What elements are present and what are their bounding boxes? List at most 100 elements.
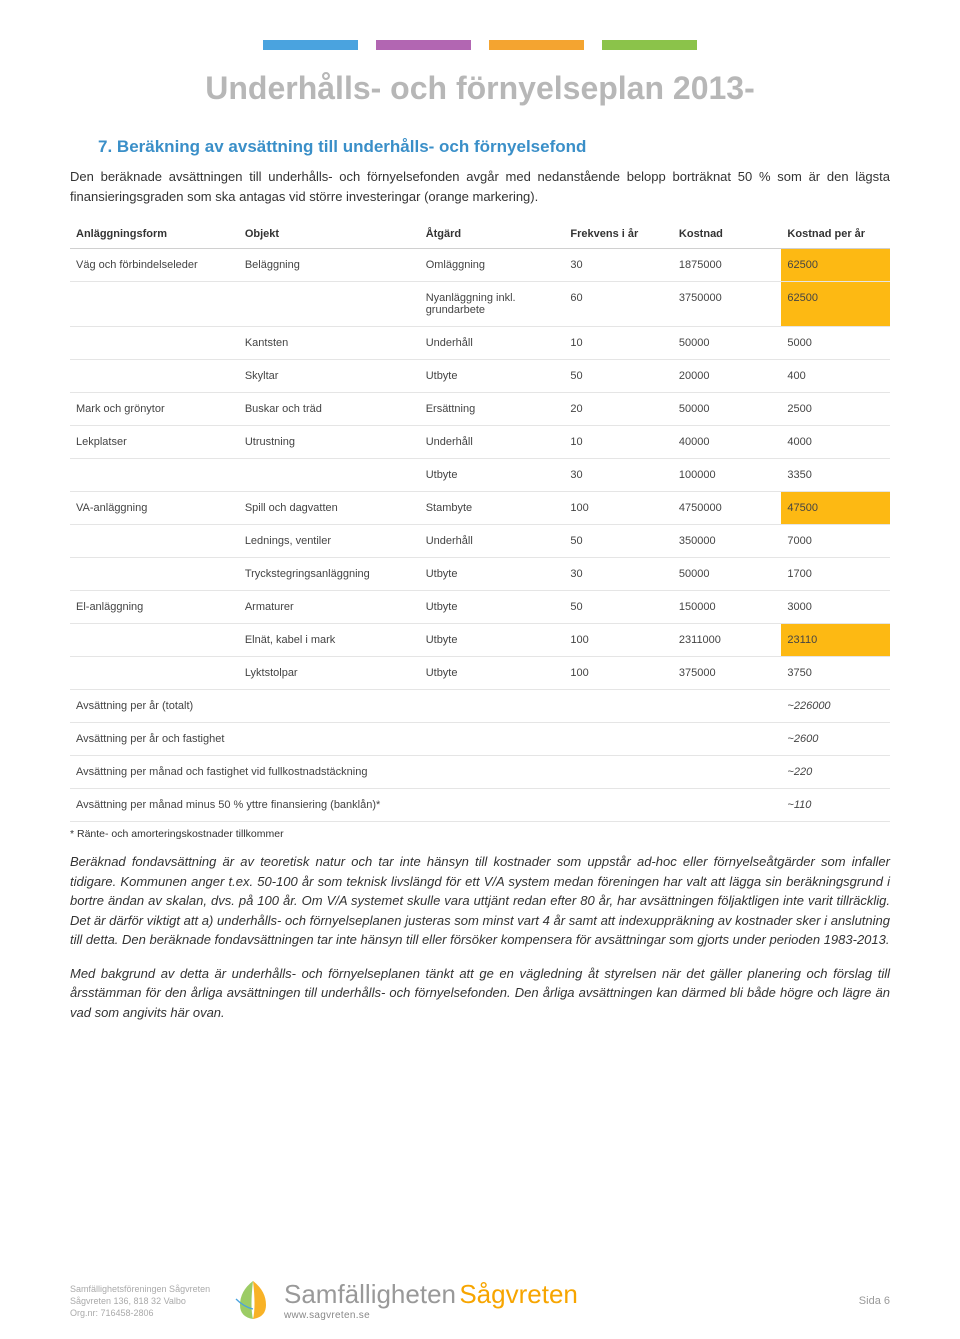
- footer: Samfällighetsföreningen Sågvreten Sågvre…: [70, 1283, 890, 1319]
- bar-purple: [376, 40, 471, 50]
- cell-obj: Kantsten: [239, 327, 420, 360]
- footer-org-name: Samfällighetsföreningen Sågvreten: [70, 1283, 210, 1295]
- cell-obj: Buskar och träd: [239, 393, 420, 426]
- cell-act: Utbyte: [420, 591, 565, 624]
- cell-kost: 40000: [673, 426, 782, 459]
- cell-per: 2500: [781, 393, 890, 426]
- footer-org-block: Samfällighetsföreningen Sågvreten Sågvre…: [70, 1283, 210, 1319]
- section-title: Beräkning av avsättning till underhålls-…: [117, 137, 586, 156]
- table-row: TryckstegringsanläggningUtbyte3050000170…: [70, 558, 890, 591]
- cell-obj: Armaturer: [239, 591, 420, 624]
- cell-kost: 3750000: [673, 282, 782, 327]
- logo-url: www.sagvreten.se: [284, 1310, 578, 1321]
- th-frek: Frekvens i år: [564, 220, 673, 249]
- th-act: Åtgärd: [420, 220, 565, 249]
- table-row: Lednings, ventilerUnderhåll503500007000: [70, 525, 890, 558]
- th-per: Kostnad per år: [781, 220, 890, 249]
- cell-act: Stambyte: [420, 492, 565, 525]
- table-row: Mark och grönytorBuskar och trädErsättni…: [70, 393, 890, 426]
- cell-kost: 350000: [673, 525, 782, 558]
- logo-text-main: Samfälligheten: [284, 1279, 456, 1309]
- table-row: LyktstolparUtbyte1003750003750: [70, 657, 890, 690]
- paragraph-2: Med bakgrund av detta är underhålls- och…: [70, 964, 890, 1023]
- cell-frek: 60: [564, 282, 673, 327]
- cell-kost: 4750000: [673, 492, 782, 525]
- summary-label: Avsättning per månad minus 50 % yttre fi…: [70, 789, 781, 822]
- cell-form: [70, 624, 239, 657]
- cost-table: Anläggningsform Objekt Åtgärd Frekvens i…: [70, 220, 890, 822]
- cell-per: 62500: [781, 249, 890, 282]
- cell-act: Utbyte: [420, 360, 565, 393]
- cell-obj: Elnät, kabel i mark: [239, 624, 420, 657]
- cell-per: 62500: [781, 282, 890, 327]
- cell-act: Underhåll: [420, 525, 565, 558]
- table-row: LekplatserUtrustningUnderhåll10400004000: [70, 426, 890, 459]
- summary-row: Avsättning per år och fastighet~2600: [70, 723, 890, 756]
- page: Underhålls- och förnyelseplan 2013- 7. B…: [0, 0, 960, 1339]
- cell-form: El-anläggning: [70, 591, 239, 624]
- cell-form: Mark och grönytor: [70, 393, 239, 426]
- cell-act: Utbyte: [420, 657, 565, 690]
- cell-frek: 100: [564, 657, 673, 690]
- cell-kost: 100000: [673, 459, 782, 492]
- cell-kost: 1875000: [673, 249, 782, 282]
- bar-green: [602, 40, 697, 50]
- logo-text-sub: Sågvreten: [459, 1279, 578, 1309]
- cell-form: Lekplatser: [70, 426, 239, 459]
- bar-orange: [489, 40, 584, 50]
- cell-frek: 10: [564, 327, 673, 360]
- footer-org-addr: Sågvreten 136, 818 32 Valbo: [70, 1295, 210, 1307]
- summary-value: ~2600: [781, 723, 890, 756]
- cell-frek: 50: [564, 525, 673, 558]
- cell-obj: Tryckstegringsanläggning: [239, 558, 420, 591]
- cell-act: Omläggning: [420, 249, 565, 282]
- cell-per: 7000: [781, 525, 890, 558]
- summary-row: Avsättning per år (totalt)~226000: [70, 690, 890, 723]
- cell-kost: 2311000: [673, 624, 782, 657]
- table-row: VA-anläggningSpill och dagvattenStambyte…: [70, 492, 890, 525]
- cell-kost: 50000: [673, 393, 782, 426]
- cell-form: [70, 558, 239, 591]
- cell-frek: 100: [564, 492, 673, 525]
- cell-per: 23110: [781, 624, 890, 657]
- cell-obj: [239, 459, 420, 492]
- bar-blue: [263, 40, 358, 50]
- cell-act: Utbyte: [420, 459, 565, 492]
- footer-page-number: Sida 6: [859, 1295, 890, 1307]
- cell-frek: 30: [564, 558, 673, 591]
- summary-value: ~110: [781, 789, 890, 822]
- cell-obj: Lyktstolpar: [239, 657, 420, 690]
- cell-kost: 50000: [673, 558, 782, 591]
- cell-act: Utbyte: [420, 624, 565, 657]
- cell-form: [70, 525, 239, 558]
- page-title: Underhålls- och förnyelseplan 2013-: [70, 70, 890, 107]
- cell-per: 400: [781, 360, 890, 393]
- th-obj: Objekt: [239, 220, 420, 249]
- cell-frek: 100: [564, 624, 673, 657]
- section-number: 7.: [98, 137, 112, 156]
- footer-logo: Samfälligheten Sågvreten www.sagvreten.s…: [230, 1277, 578, 1323]
- table-row: El-anläggningArmaturerUtbyte501500003000: [70, 591, 890, 624]
- cell-act: Utbyte: [420, 558, 565, 591]
- cell-obj: Beläggning: [239, 249, 420, 282]
- cell-obj: Skyltar: [239, 360, 420, 393]
- cell-per: 3750: [781, 657, 890, 690]
- footer-org-nr: Org.nr: 716458-2806: [70, 1307, 210, 1319]
- summary-label: Avsättning per år och fastighet: [70, 723, 781, 756]
- cell-form: [70, 327, 239, 360]
- cell-per: 3350: [781, 459, 890, 492]
- cell-frek: 50: [564, 360, 673, 393]
- cell-act: Ersättning: [420, 393, 565, 426]
- top-color-bars: [70, 40, 890, 50]
- cell-per: 3000: [781, 591, 890, 624]
- cell-frek: 50: [564, 591, 673, 624]
- leaf-icon: [230, 1277, 276, 1323]
- summary-row: Avsättning per månad och fastighet vid f…: [70, 756, 890, 789]
- cell-per: 5000: [781, 327, 890, 360]
- summary-label: Avsättning per år (totalt): [70, 690, 781, 723]
- cell-kost: 150000: [673, 591, 782, 624]
- cell-per: 47500: [781, 492, 890, 525]
- table-header-row: Anläggningsform Objekt Åtgärd Frekvens i…: [70, 220, 890, 249]
- summary-value: ~226000: [781, 690, 890, 723]
- cell-obj: Spill och dagvatten: [239, 492, 420, 525]
